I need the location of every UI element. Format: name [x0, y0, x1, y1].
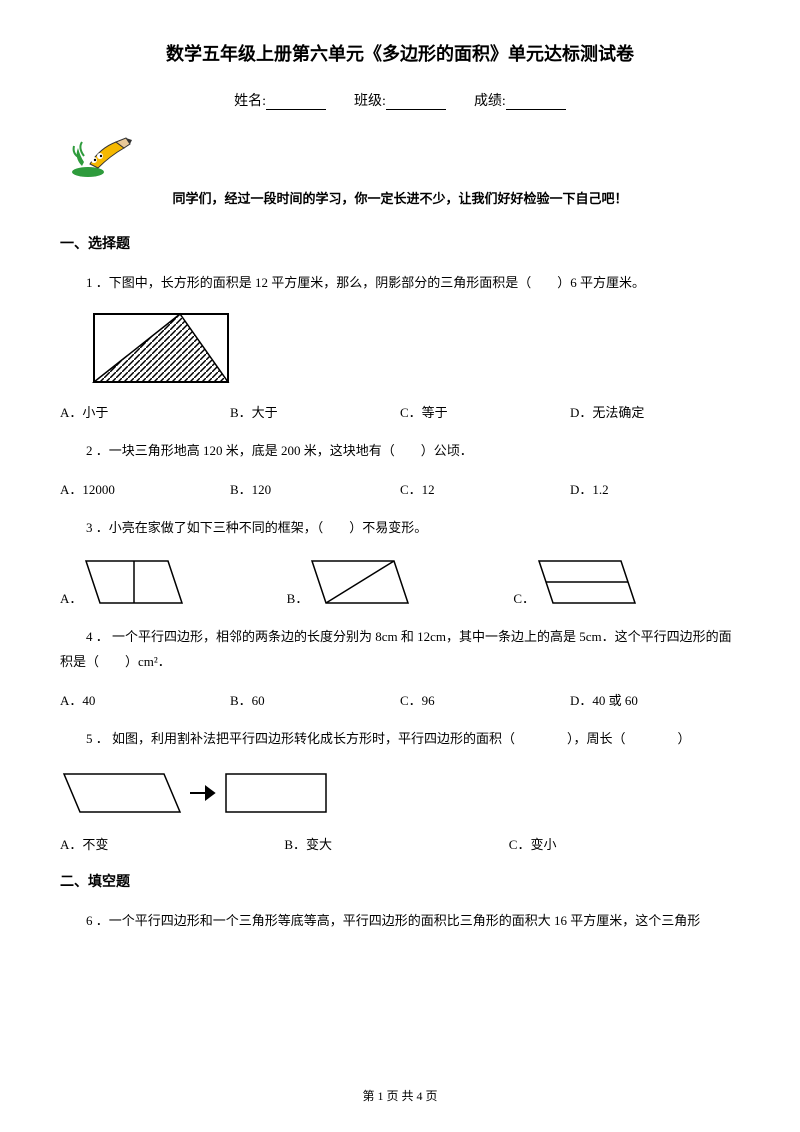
- q3-figure-b: [308, 557, 418, 607]
- score-blank: [506, 96, 566, 110]
- q2-options: A．12000 B．120 C．12 D．1.2: [60, 479, 740, 498]
- name-label: 姓名:: [234, 94, 266, 109]
- q1-text: 1 ．下图中，长方形的面积是 12 平方厘米，那么，阴影部分的三角形面积是（ ）…: [60, 271, 740, 296]
- q4-opt-d: D．40 或 60: [570, 690, 740, 709]
- q3-a-label: A．: [60, 588, 82, 607]
- class-blank: [386, 96, 446, 110]
- q3-opt-a: A．: [60, 557, 287, 607]
- q5-text: 5 ． 如图，利用割补法把平行四边形转化成长方形时，平行四边形的面积（ ），周长…: [60, 727, 740, 752]
- info-line: 姓名: 班级: 成绩:: [60, 90, 740, 110]
- q5-opt-a: A．不变: [60, 834, 284, 853]
- section-1-heading: 一、选择题: [60, 233, 740, 253]
- score-label: 成绩:: [474, 94, 506, 109]
- page-title: 数学五年级上册第六单元《多边形的面积》单元达标测试卷: [60, 40, 740, 66]
- q3-figure-c: [535, 557, 645, 607]
- q5-options: A．不变 B．变大 C．变小: [60, 834, 740, 853]
- q3-opt-b: B．: [287, 557, 514, 607]
- q3-options: A． B． C．: [60, 557, 740, 607]
- q2-opt-a: A．12000: [60, 479, 230, 498]
- name-blank: [266, 96, 326, 110]
- q1-opt-a: A．小于: [60, 402, 230, 421]
- q1-options: A．小于 B．大于 C．等于 D．无法确定: [60, 402, 740, 421]
- q2-opt-c: C．12: [400, 479, 570, 498]
- q4-opt-b: B．60: [230, 690, 400, 709]
- q3-opt-c: C．: [513, 557, 740, 607]
- q4-text: 4 ． 一个平行四边形，相邻的两条边的长度分别为 8cm 和 12cm，其中一条…: [60, 625, 740, 674]
- q5-opt-c: C．变小: [509, 834, 733, 853]
- intro-text: 同学们，经过一段时间的学习，你一定长进不少，让我们好好检验一下自己吧！: [60, 188, 740, 207]
- pencil-icon: [70, 128, 740, 180]
- q1-opt-b: B．大于: [230, 402, 400, 421]
- q3-b-label: B．: [287, 588, 309, 607]
- section-2-heading: 二、填空题: [60, 871, 740, 891]
- class-label: 班级:: [354, 94, 386, 109]
- q6-text: 6 ．一个平行四边形和一个三角形等底等高，平行四边形的面积比三角形的面积大 16…: [60, 909, 740, 934]
- q1-opt-c: C．等于: [400, 402, 570, 421]
- q1-figure: [92, 312, 740, 386]
- q1-opt-d: D．无法确定: [570, 402, 740, 421]
- q2-opt-d: D．1.2: [570, 479, 740, 498]
- page-footer: 第 1 页 共 4 页: [0, 1087, 800, 1104]
- q2-opt-b: B．120: [230, 479, 400, 498]
- q2-text: 2 ．一块三角形地高 120 米，底是 200 米，这块地有（ ）公顷．: [60, 439, 740, 464]
- q4-options: A．40 B．60 C．96 D．40 或 60: [60, 690, 740, 709]
- q4-opt-a: A．40: [60, 690, 230, 709]
- q3-c-label: C．: [513, 588, 535, 607]
- q4-opt-c: C．96: [400, 690, 570, 709]
- q3-text: 3 ．小亮在家做了如下三种不同的框架，（ ）不易变形。: [60, 516, 740, 541]
- q3-figure-a: [82, 557, 192, 607]
- q5-opt-b: B．变大: [284, 834, 508, 853]
- q5-figure: [60, 768, 740, 818]
